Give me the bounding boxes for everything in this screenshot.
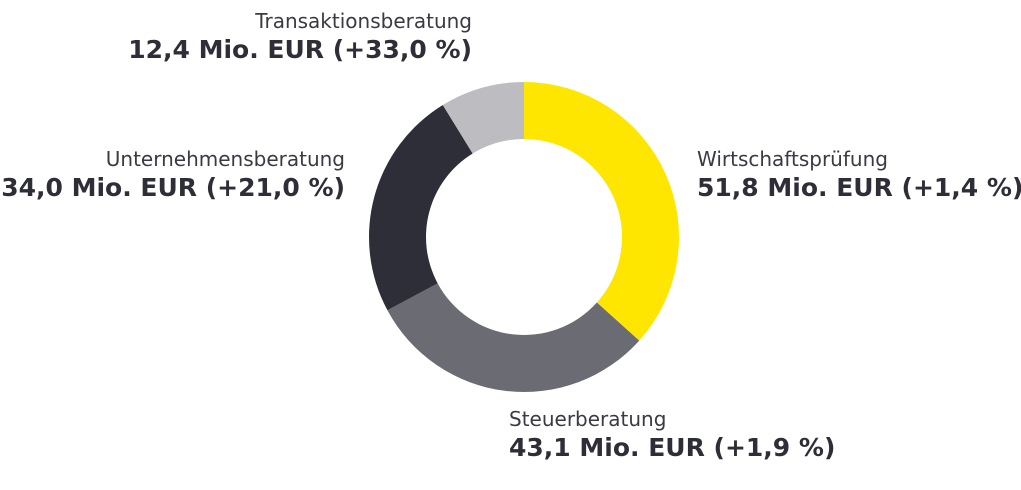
slice-name: Steuerberatung xyxy=(509,407,667,431)
donut-slices xyxy=(369,82,679,392)
slice-wirtschaftspruefung xyxy=(524,82,679,341)
label-unternehmensberatung: Unternehmensberatung 34,0 Mio. EUR (+21,… xyxy=(0,146,345,204)
slice-value: 51,8 Mio. EUR (+1,4 %) xyxy=(697,173,1021,202)
slice-name: Wirtschaftsprüfung xyxy=(697,147,888,171)
slice-value: 34,0 Mio. EUR (+21,0 %) xyxy=(1,173,345,202)
label-wirtschaftspruefung: Wirtschaftsprüfung 51,8 Mio. EUR (+1,4 %… xyxy=(697,146,1021,204)
label-steuerberatung: Steuerberatung 43,1 Mio. EUR (+1,9 %) xyxy=(509,406,835,464)
slice-name: Transaktionsberatung xyxy=(255,9,472,33)
slice-transaktionsberatung xyxy=(442,82,524,154)
slice-value: 12,4 Mio. EUR (+33,0 %) xyxy=(128,35,472,64)
label-transaktionsberatung: Transaktionsberatung 12,4 Mio. EUR (+33,… xyxy=(100,8,472,66)
slice-steuerberatung xyxy=(387,283,640,392)
slice-value: 43,1 Mio. EUR (+1,9 %) xyxy=(509,433,836,462)
slice-name: Unternehmensberatung xyxy=(105,147,345,171)
slice-unternehmensberatung xyxy=(369,104,473,311)
